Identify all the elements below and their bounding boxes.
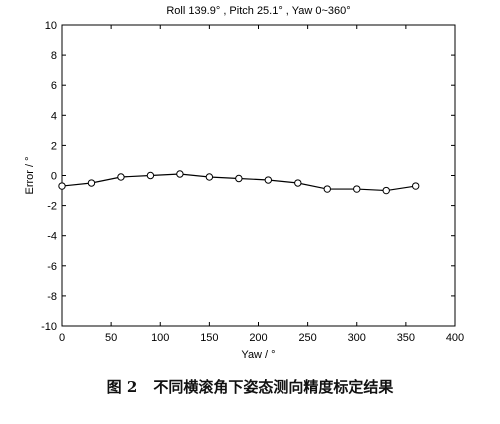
x-tick-label: 100 (151, 332, 169, 344)
y-tick-label: 10 (45, 20, 57, 32)
y-tick-label: 8 (51, 50, 57, 62)
y-tick-label: -6 (47, 261, 57, 273)
data-point (353, 185, 361, 193)
data-point (323, 185, 331, 193)
chart-title: Roll 139.9° , Pitch 25.1° , Yaw 0~360° (166, 5, 350, 17)
x-tick-label: 350 (397, 332, 415, 344)
y-axis-label: Error / ° (24, 156, 36, 194)
data-point (264, 176, 273, 184)
data-point (205, 173, 214, 181)
x-tick-label: 250 (298, 332, 316, 344)
figure-caption: 图 2 不同横滚角下姿态测向精度标定结果 (0, 376, 500, 397)
data-point (294, 179, 302, 187)
y-tick-label: 0 (51, 171, 57, 183)
x-tick-label: 200 (249, 332, 267, 344)
data-point (235, 174, 243, 183)
data-point (87, 179, 96, 187)
data-point (146, 171, 155, 180)
y-tick-label: 6 (51, 80, 57, 92)
data-point (176, 170, 184, 178)
y-tick-label: -10 (41, 321, 57, 333)
x-tick-label: 300 (348, 332, 366, 344)
x-tick-label: 0 (59, 332, 65, 344)
y-tick-label: 4 (51, 110, 57, 122)
y-tick-label: -2 (47, 201, 57, 213)
data-point (58, 182, 66, 190)
data-point (382, 186, 390, 195)
x-axis-label: Yaw / ° (241, 349, 275, 361)
x-tick-label: 400 (446, 332, 464, 344)
y-tick-label: -4 (47, 231, 57, 243)
data-point (117, 173, 125, 181)
y-tick-label: 2 (51, 140, 57, 152)
data-point (412, 182, 420, 190)
error-chart: Roll 139.9° , Pitch 25.1° , Yaw 0~360° 0 5… (24, 5, 464, 361)
figure-number: 图 2 (106, 378, 138, 396)
plot-frame (61, 24, 456, 327)
x-tick-label: 150 (200, 332, 218, 344)
y-tick-label: -8 (47, 291, 57, 303)
caption-text: 不同横滚角下姿态测向精度标定结果 (153, 378, 394, 396)
x-tick-label: 50 (105, 332, 117, 344)
